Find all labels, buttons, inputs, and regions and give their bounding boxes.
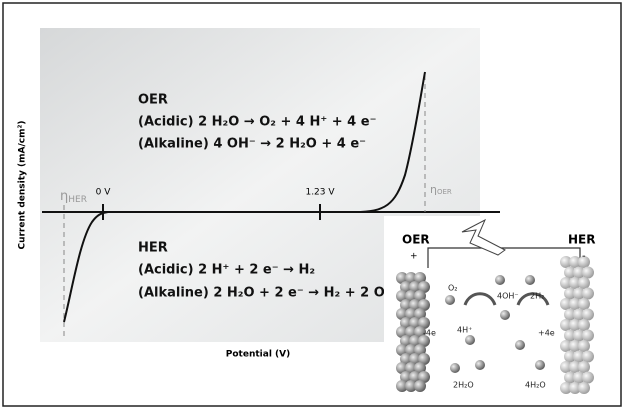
species: -4e <box>423 329 436 338</box>
atom <box>582 267 594 279</box>
species: +4e <box>538 329 555 338</box>
atom <box>578 298 590 310</box>
her-alkaline: (Alkaline) 2 H₂O + 2 e⁻ → H₂ + 2 OH⁻ <box>138 286 403 301</box>
atom <box>515 340 525 350</box>
atom <box>475 360 485 370</box>
atom <box>578 319 590 331</box>
atom <box>582 309 594 321</box>
atom <box>500 310 510 320</box>
oer-label: OER <box>402 233 430 247</box>
atom <box>414 380 426 392</box>
eta-symbol: η <box>60 189 68 204</box>
species: 4H⁺ <box>457 326 472 335</box>
tick-label: 1.23 V <box>305 188 335 198</box>
electrolyzer-inset: OER + HER - O₂ 4OH⁻ 2H₂ 4H⁺ -4e +4e 2H₂O… <box>384 216 620 405</box>
species: 2H₂O <box>453 381 474 390</box>
atom <box>582 351 594 363</box>
atom <box>582 330 594 342</box>
figure: Current density (mA/cm²) Potential (V) 0… <box>0 0 625 410</box>
her-title: HER <box>138 241 168 256</box>
atom <box>450 363 460 373</box>
y-axis-label: Current density (mA/cm²) <box>18 120 28 249</box>
eta-subscript: HER <box>68 195 87 205</box>
oer-acidic: (Acidic) 2 H₂O → O₂ + 4 H⁺ + 4 e⁻ <box>138 115 376 130</box>
atom <box>445 295 455 305</box>
species: O₂ <box>448 284 458 293</box>
her-label: HER <box>568 233 595 247</box>
oer-sign: + <box>410 252 418 262</box>
oer-alkaline: (Alkaline) 4 OH⁻ → 2 H₂O + 4 e⁻ <box>138 137 366 152</box>
atom <box>578 277 590 289</box>
species: 4H₂O <box>525 381 546 390</box>
atom <box>578 340 590 352</box>
x-axis-label: Potential (V) <box>226 350 290 360</box>
atom <box>535 360 545 370</box>
her-sign: - <box>582 251 586 262</box>
atom <box>525 275 535 285</box>
atom <box>578 382 590 394</box>
eta-symbol: η <box>430 183 437 196</box>
atom <box>582 372 594 384</box>
atom <box>495 275 505 285</box>
atom <box>465 335 475 345</box>
oer-title: OER <box>138 93 168 108</box>
eta-subscript: OER <box>437 188 452 196</box>
her-acidic: (Acidic) 2 H⁺ + 2 e⁻ → H₂ <box>138 263 315 278</box>
species: 2H₂ <box>530 292 544 301</box>
atom <box>582 288 594 300</box>
species: 4OH⁻ <box>497 292 519 301</box>
atom <box>578 361 590 373</box>
tick-label: 0 V <box>96 188 112 198</box>
